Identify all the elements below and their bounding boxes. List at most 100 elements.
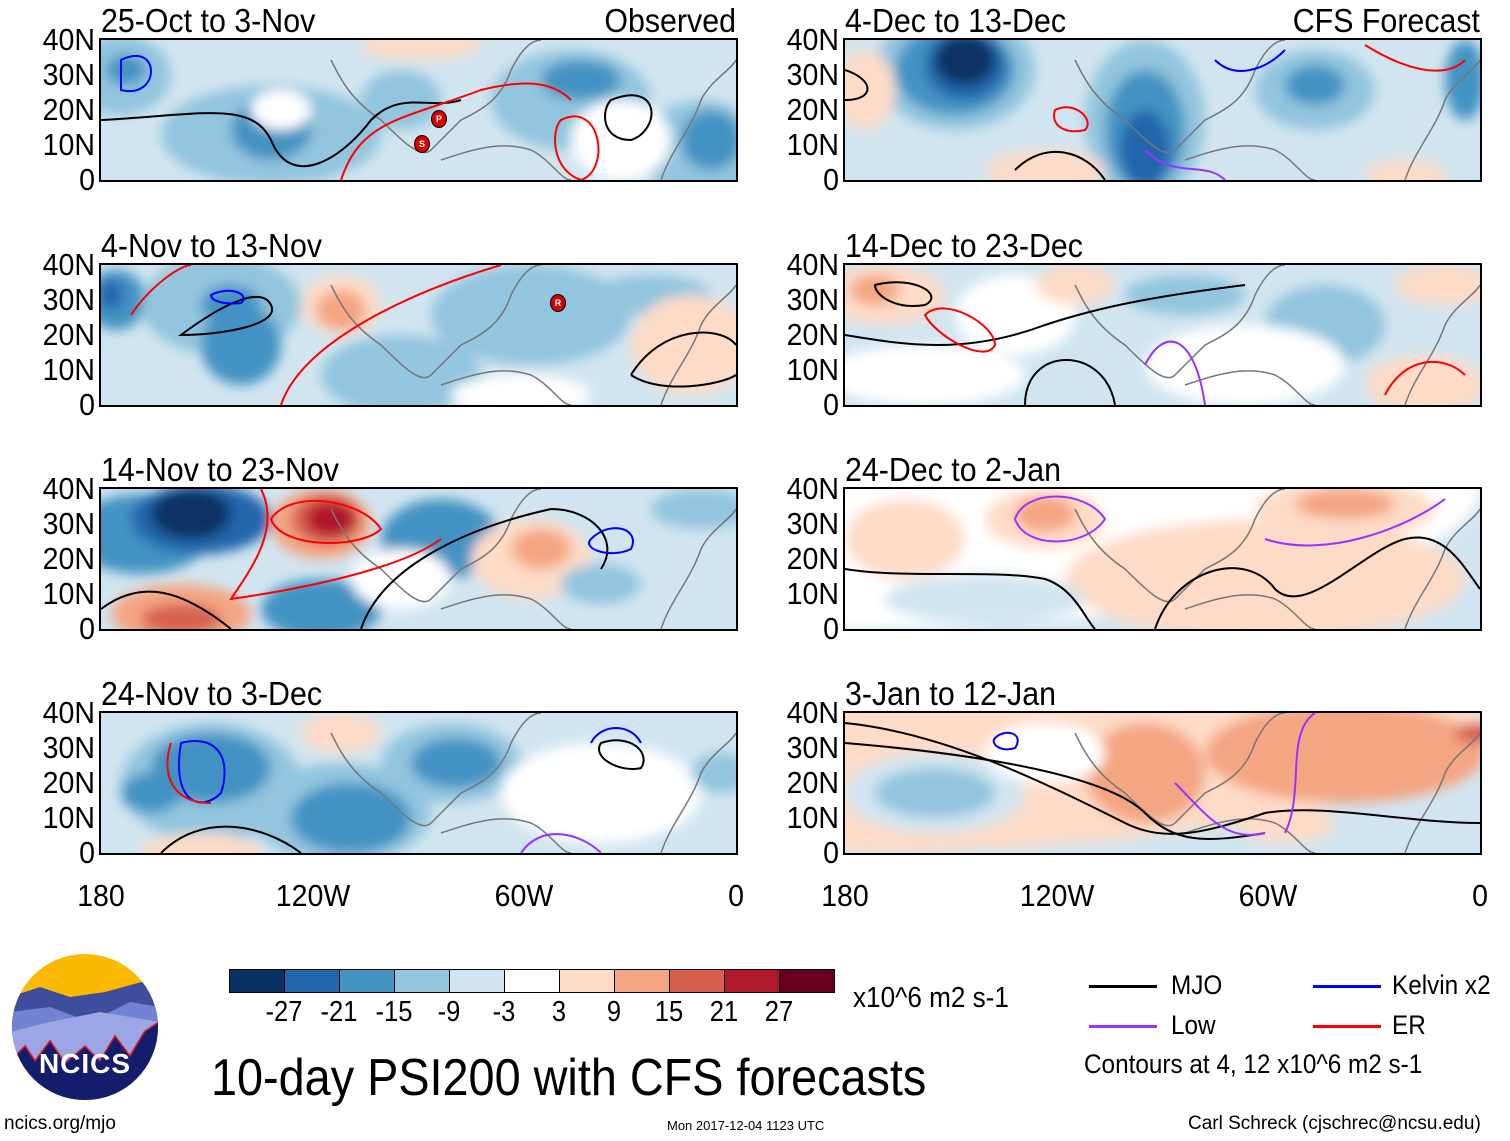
colorbar-swatch [340, 970, 395, 992]
map-panel [99, 263, 738, 407]
y-tick-label: 30N [786, 57, 839, 92]
y-tick-label: 20N [42, 541, 95, 576]
field-shading [875, 768, 995, 818]
y-tick-label: 0 [79, 835, 95, 870]
wave-contour [604, 94, 653, 142]
y-tick-label: 0 [823, 387, 839, 422]
wave-contour [1024, 359, 1116, 405]
colorbar-label: -27 [265, 996, 303, 1028]
colorbar-label: -15 [375, 996, 413, 1028]
colorbar-label: -3 [492, 996, 516, 1028]
legend-line-low [1089, 1025, 1157, 1028]
field-shading [845, 499, 965, 579]
y-tick-label: 30N [786, 730, 839, 765]
field-shading [511, 529, 571, 569]
wave-contour [845, 742, 1266, 840]
map-panel [843, 487, 1482, 631]
panel-title: 14-Dec to 23-Dec [845, 227, 1083, 264]
panel-title: 24-Dec to 2-Jan [845, 451, 1062, 488]
wave-contour [269, 499, 383, 544]
colorbar-swatch [560, 970, 615, 992]
colorbar-swatch [725, 970, 780, 992]
field-shading [431, 265, 631, 365]
field-shading [301, 713, 381, 753]
field-shading [316, 290, 366, 330]
coastline [1074, 489, 1480, 629]
y-tick-label: 30N [42, 730, 95, 765]
wave-contour [1264, 498, 1446, 547]
colorbar-swatch [615, 970, 670, 992]
field-shading [571, 100, 671, 180]
field-shading [261, 579, 381, 629]
wave-contour [1144, 340, 1206, 405]
y-tick-label: 40N [42, 247, 95, 282]
colorbar-units: x10^6 m2 s-1 [853, 982, 1009, 1014]
map-panel [843, 263, 1482, 407]
x-tick-label: 180 [77, 878, 125, 913]
wave-contour [845, 284, 1246, 346]
wave-contour [1284, 713, 1316, 834]
field-shading [541, 60, 621, 100]
field-shading [151, 489, 231, 539]
wave-contour [166, 742, 212, 804]
footer-timestamp: Mon 2017-12-04 1123 UTC [667, 1118, 825, 1133]
field-shading [1395, 265, 1480, 305]
field-shading [845, 345, 1025, 405]
map-panel [99, 487, 738, 631]
field-shading [631, 295, 736, 395]
y-tick-label: 40N [42, 695, 95, 730]
map-panel [843, 38, 1482, 182]
colorbar-swatch [450, 970, 505, 992]
wave-contour [1174, 782, 1266, 836]
contour-note: Contours at 4, 12 x10^6 m2 s-1 [1084, 1049, 1423, 1079]
storm-marker: P [431, 110, 447, 128]
y-tick-label: 40N [42, 471, 95, 506]
panel-title: 25-Oct to 3-Nov [101, 2, 316, 39]
wave-contour [554, 115, 600, 180]
wave-contour [120, 54, 152, 93]
wave-contour [630, 331, 736, 388]
y-tick-label: 40N [42, 22, 95, 57]
y-tick-label: 10N [786, 352, 839, 387]
wave-contour [1214, 49, 1286, 72]
field-shading [1085, 723, 1205, 823]
field-shading [351, 549, 451, 609]
wave-contour [520, 833, 602, 853]
x-tick-label: 60W [1239, 878, 1298, 913]
y-tick-label: 40N [786, 247, 839, 282]
x-tick-label: 120W [275, 878, 350, 913]
field-shading [935, 40, 995, 85]
y-tick-label: 0 [823, 611, 839, 646]
wave-contour [280, 265, 502, 405]
wave-contour [873, 281, 933, 307]
legend-line-mjo [1089, 985, 1157, 988]
wave-contour [1154, 536, 1480, 629]
wave-contour [1053, 106, 1089, 133]
wave-contour [588, 527, 634, 555]
y-tick-label: 40N [786, 22, 839, 57]
y-tick-label: 10N [42, 800, 95, 835]
field-shading [1365, 160, 1445, 180]
wave-contour [845, 69, 869, 101]
y-tick-label: 20N [786, 765, 839, 800]
x-tick-label: 0 [728, 878, 745, 913]
field-shading [1295, 489, 1395, 519]
field-shading [845, 50, 895, 130]
y-tick-label: 30N [786, 506, 839, 541]
wave-contour [598, 739, 645, 770]
colorbar-swatch [780, 970, 834, 992]
y-tick-label: 20N [786, 541, 839, 576]
field-shading [121, 773, 181, 813]
map-panel [99, 711, 738, 855]
wave-contour [1364, 44, 1466, 72]
field-shading [651, 489, 736, 529]
field-shading [1285, 65, 1345, 105]
logo-text: NCICS [38, 1048, 132, 1079]
y-tick-label: 0 [79, 162, 95, 197]
field-shading [985, 150, 1105, 180]
x-tick-label: 180 [821, 878, 869, 913]
y-tick-label: 30N [786, 282, 839, 317]
coastline [330, 713, 736, 853]
wave-contour [590, 727, 642, 744]
colorbar-swatch [670, 970, 725, 992]
